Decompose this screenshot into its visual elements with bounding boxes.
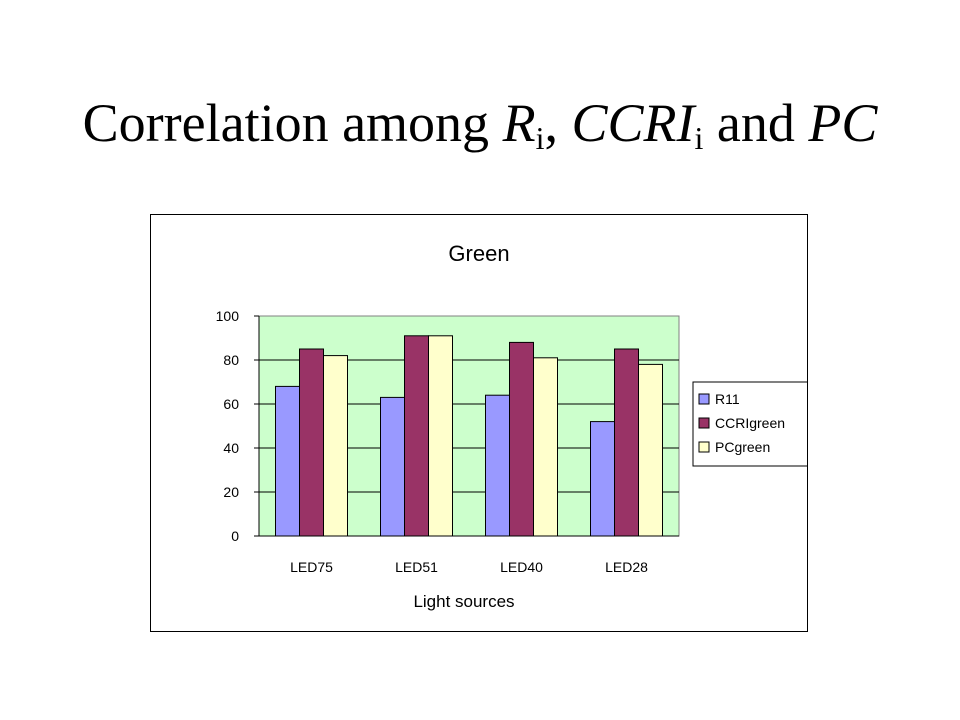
bar-ccrigreen-led28 (614, 348, 639, 537)
title-part: and (703, 93, 809, 153)
bar-pcgreen-led75 (323, 355, 348, 537)
legend: R11 CCRIgreen PCgreen (692, 381, 807, 467)
bar-ccrigreen-led75 (299, 348, 324, 537)
y-tick-label: 60 (223, 396, 239, 412)
y-tick-label: 0 (231, 528, 239, 544)
chart-frame: Green 0 20 40 60 80 100 LED75 LED51 LED40 LED28 … (150, 214, 808, 632)
legend-label: R11 (715, 391, 740, 407)
bar-r11-led28 (590, 421, 615, 537)
chart-title: Green (448, 241, 509, 266)
bar-r11-led40 (485, 394, 510, 537)
title-part: PC (808, 93, 878, 153)
title-part: CCRI (571, 93, 695, 153)
y-tick-label: 40 (223, 440, 239, 456)
x-axis: LED75 LED51 LED40 LED28 (259, 535, 679, 575)
legend-label: CCRIgreen (715, 415, 785, 431)
bar-ccrigreen-led51 (404, 335, 429, 537)
legend-label: PCgreen (715, 439, 770, 455)
title-part: i (694, 120, 704, 156)
bar-ccrigreen-led40 (509, 341, 534, 537)
bars (275, 335, 663, 537)
title-part: R (502, 93, 536, 153)
y-tick-label: 100 (216, 308, 240, 324)
x-tick-label: LED51 (395, 559, 438, 575)
x-tick-label: LED40 (500, 559, 543, 575)
y-tick-label: 80 (223, 352, 239, 368)
slide-title: Correlation among Ri, CCRIi and PC (0, 92, 960, 157)
title-part: i (535, 120, 545, 156)
bar-r11-led75 (275, 385, 300, 537)
bar-pcgreen-led40 (533, 357, 558, 537)
y-axis: 0 20 40 60 80 100 (216, 308, 260, 544)
title-part: , (544, 93, 572, 153)
x-tick-label: LED75 (290, 559, 333, 575)
x-tick-label: LED28 (605, 559, 648, 575)
bar-r11-led51 (380, 396, 405, 537)
y-tick-label: 20 (223, 484, 239, 500)
legend-swatch (698, 393, 710, 405)
x-axis-label: Light sources (413, 592, 514, 611)
title-part: Correlation among (82, 93, 503, 153)
legend-swatch (698, 441, 710, 453)
legend-swatch (698, 417, 710, 429)
legend-box (692, 381, 807, 467)
bar-pcgreen-led28 (638, 363, 663, 537)
bar-pcgreen-led51 (428, 335, 453, 537)
